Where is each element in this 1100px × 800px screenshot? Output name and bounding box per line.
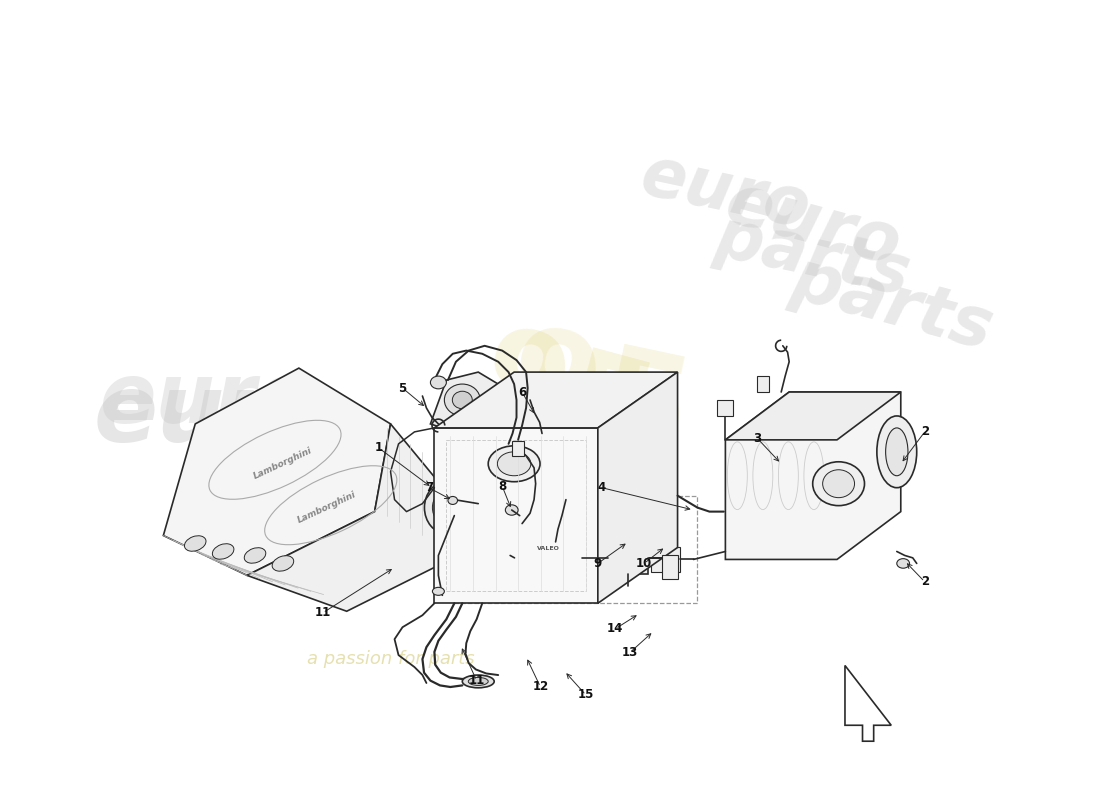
Text: Parts: Parts [218, 459, 436, 532]
Polygon shape [512, 442, 525, 456]
Text: VALEO: VALEO [537, 546, 560, 550]
Ellipse shape [432, 587, 444, 595]
Ellipse shape [468, 540, 497, 570]
Polygon shape [430, 372, 498, 432]
Text: euro: euro [94, 370, 337, 462]
Text: 4: 4 [597, 481, 606, 494]
Ellipse shape [469, 678, 488, 686]
Ellipse shape [896, 558, 910, 568]
Text: 3: 3 [754, 432, 761, 445]
Polygon shape [434, 372, 678, 428]
Text: parts: parts [710, 204, 916, 310]
Ellipse shape [432, 491, 460, 524]
Text: 95: 95 [495, 318, 701, 482]
Text: Lamborghini: Lamborghini [296, 490, 358, 526]
Text: 10: 10 [636, 557, 652, 570]
Text: a passion for parts: a passion for parts [307, 650, 474, 668]
Text: 15: 15 [578, 689, 594, 702]
Polygon shape [515, 527, 582, 588]
Text: Parts: Parts [201, 446, 404, 514]
Ellipse shape [497, 452, 531, 476]
Ellipse shape [244, 548, 266, 563]
Polygon shape [597, 372, 678, 603]
Text: parts: parts [785, 246, 1001, 363]
Ellipse shape [444, 384, 481, 416]
Text: 7: 7 [425, 481, 433, 494]
Ellipse shape [460, 534, 504, 578]
Polygon shape [725, 392, 901, 559]
Ellipse shape [506, 527, 524, 588]
Text: 2: 2 [921, 575, 928, 588]
Ellipse shape [212, 544, 234, 559]
Text: 1: 1 [374, 442, 383, 454]
Polygon shape [757, 376, 769, 392]
Ellipse shape [425, 482, 469, 534]
Polygon shape [163, 368, 390, 575]
Polygon shape [610, 524, 646, 542]
Ellipse shape [272, 556, 294, 571]
Text: 95: 95 [466, 319, 666, 481]
Ellipse shape [452, 391, 472, 409]
Text: 14: 14 [607, 622, 624, 635]
Polygon shape [434, 428, 597, 603]
Text: 6: 6 [518, 386, 526, 398]
Ellipse shape [430, 376, 447, 389]
Ellipse shape [476, 549, 488, 562]
Polygon shape [651, 546, 680, 572]
Text: 8: 8 [498, 479, 506, 493]
Ellipse shape [877, 416, 916, 488]
Ellipse shape [823, 470, 855, 498]
Polygon shape [608, 542, 648, 574]
Ellipse shape [448, 497, 458, 505]
Text: 13: 13 [621, 646, 638, 659]
Polygon shape [248, 424, 466, 611]
Text: Lamborghini: Lamborghini [252, 446, 314, 482]
Text: 5: 5 [398, 382, 407, 394]
Text: euro: euro [718, 169, 908, 280]
Ellipse shape [185, 536, 206, 551]
Ellipse shape [573, 527, 591, 588]
Ellipse shape [462, 675, 494, 688]
Polygon shape [717, 400, 734, 416]
Ellipse shape [813, 462, 865, 506]
Polygon shape [725, 392, 901, 440]
Ellipse shape [440, 501, 452, 515]
Polygon shape [656, 535, 676, 546]
Text: euro: euro [635, 142, 816, 243]
Ellipse shape [886, 428, 907, 476]
Text: 11: 11 [469, 674, 485, 687]
Polygon shape [661, 555, 678, 579]
Text: 9: 9 [594, 557, 602, 570]
Text: 12: 12 [532, 681, 549, 694]
Text: 2: 2 [921, 426, 928, 438]
Text: 11: 11 [315, 606, 331, 619]
Polygon shape [498, 539, 538, 571]
Text: euro: euro [100, 359, 315, 441]
Ellipse shape [488, 446, 540, 482]
Ellipse shape [505, 505, 518, 515]
